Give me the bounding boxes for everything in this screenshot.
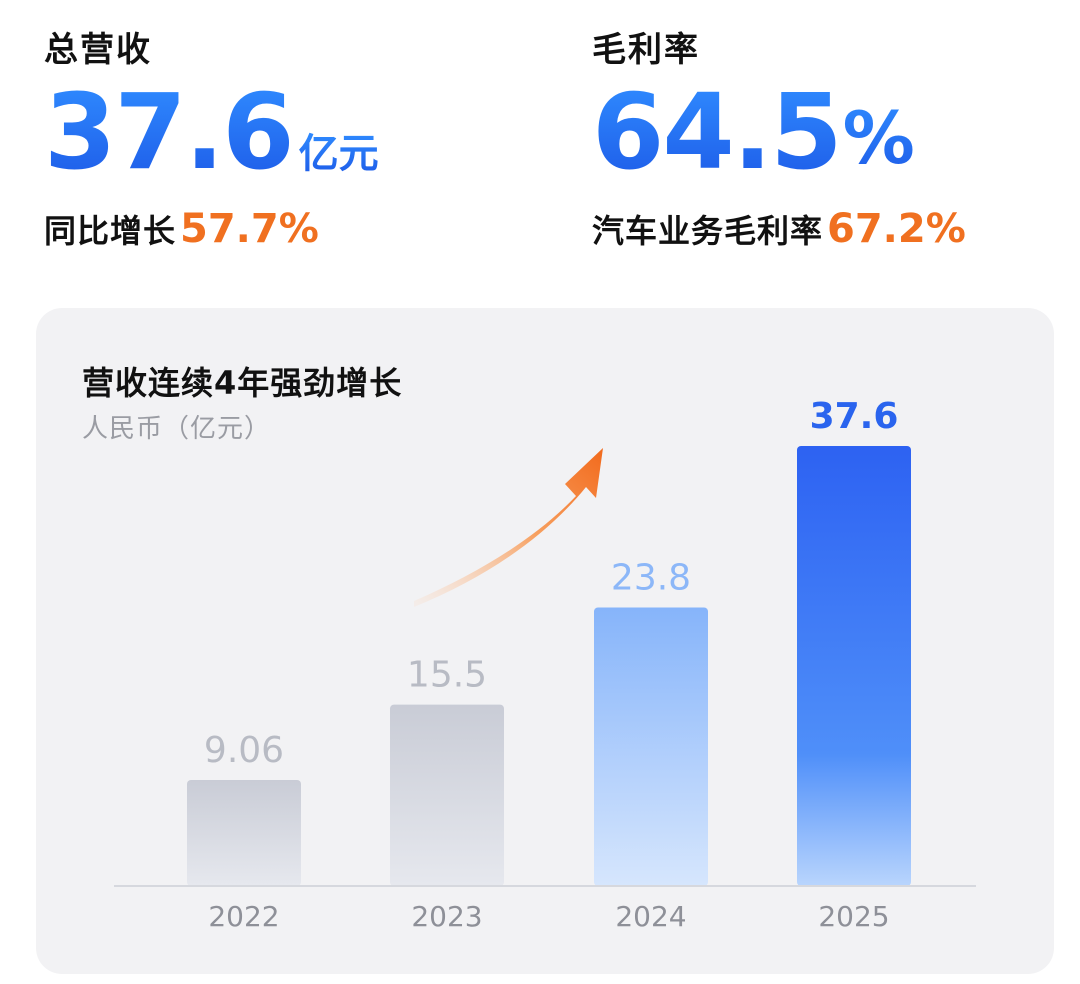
margin-value: 64.5: [592, 71, 843, 193]
bar-2025: [797, 446, 911, 886]
x-tick-2023: 2023: [411, 900, 482, 933]
margin-metric: 毛利率 64.5 % 汽车业务毛利率 67.2%: [592, 30, 966, 252]
revenue-label: 总营收: [44, 30, 152, 70]
chart-title: 营收连续4年强劲增长: [82, 364, 403, 402]
margin-unit: %: [842, 96, 915, 180]
revenue-growth: 同比增长 57.7%: [44, 206, 379, 252]
margin-label: 毛利率: [592, 30, 700, 70]
value-label-2024: 23.8: [611, 557, 691, 598]
revenue-growth-label: 同比增长: [44, 212, 177, 250]
revenue-unit: 亿元: [298, 131, 379, 177]
bar-2023: [390, 704, 504, 886]
auto-margin: 汽车业务毛利率 67.2%: [592, 206, 966, 252]
revenue-metric: 总营收 37.6 亿元 同比增长 57.7%: [44, 30, 379, 252]
revenue-value-row: 37.6 亿元: [44, 74, 379, 184]
revenue-bar-chart: 9.06 2022 15.5 2023 23.8 2024 37.6 2025: [114, 396, 976, 933]
trend-arrow-icon: [414, 448, 603, 607]
x-tick-2025: 2025: [818, 900, 889, 933]
auto-margin-label: 汽车业务毛利率: [592, 212, 824, 250]
bar-2022: [187, 779, 301, 886]
margin-value-row: 64.5 %: [592, 74, 966, 184]
value-label-2025: 37.6: [810, 396, 899, 437]
auto-margin-value: 67.2%: [827, 206, 966, 252]
revenue-growth-value: 57.7%: [180, 206, 319, 252]
x-tick-2024: 2024: [615, 900, 686, 933]
bar-2024: [594, 607, 708, 886]
value-label-2022: 9.06: [204, 730, 284, 771]
value-label-2023: 15.5: [407, 655, 487, 696]
x-tick-2022: 2022: [208, 900, 279, 933]
revenue-value: 37.6: [44, 71, 295, 193]
chart-card: 营收连续4年强劲增长 人民币（亿元） 9.06 2022 15.5 2023: [36, 308, 1054, 974]
chart-unit-label: 人民币（亿元）: [82, 414, 272, 444]
